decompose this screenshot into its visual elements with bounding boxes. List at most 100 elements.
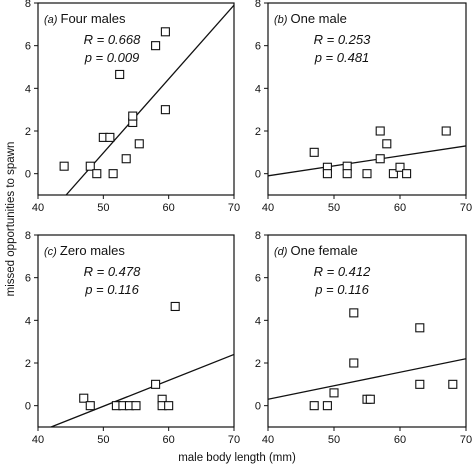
plot-frame [37, 234, 235, 428]
y-tick-label: 0 [25, 401, 31, 413]
y-tick-label: 8 [25, 230, 31, 242]
panel-title: (b) One male [274, 11, 347, 26]
plot-frame [267, 2, 467, 196]
p-value: p = 0.009 [84, 50, 140, 65]
data-point [362, 169, 372, 179]
data-point [79, 393, 89, 403]
p-value: p = 0.481 [314, 50, 370, 65]
data-point [415, 379, 425, 389]
r-value: R = 0.253 [314, 32, 372, 47]
x-tick-label: 50 [97, 202, 109, 214]
y-tick-label: 8 [255, 230, 261, 242]
y-tick-label: 2 [255, 358, 261, 370]
x-tick-label: 70 [228, 434, 240, 446]
data-point [160, 105, 170, 115]
data-point [441, 126, 451, 136]
y-tick-label: 4 [255, 83, 261, 95]
data-point [342, 161, 352, 171]
data-point [128, 111, 138, 121]
y-tick-label: 0 [255, 401, 261, 413]
data-point [131, 401, 141, 411]
data-point [349, 358, 359, 368]
p-value: p = 0.116 [314, 282, 369, 297]
x-tick-label: 40 [32, 434, 44, 446]
data-point [59, 161, 69, 171]
x-tick-label: 40 [32, 202, 44, 214]
x-tick-label: 70 [460, 202, 472, 214]
r-value: R = 0.668 [84, 32, 142, 47]
x-tick-label: 60 [394, 434, 406, 446]
data-point [309, 401, 319, 411]
data-point [322, 169, 332, 179]
panel-title: (a) Four males [44, 11, 126, 26]
data-point [164, 401, 174, 411]
regression-line [50, 353, 234, 427]
y-axis-label: missed opportunities to spawn [5, 142, 17, 297]
y-tick-label: 6 [255, 41, 261, 53]
y-tick-label: 4 [25, 83, 31, 95]
data-point [151, 41, 161, 51]
data-point [309, 147, 319, 157]
y-tick-label: 0 [255, 169, 261, 181]
x-tick-label: 60 [163, 434, 175, 446]
data-point [121, 154, 131, 164]
data-point [85, 401, 95, 411]
data-point [134, 139, 144, 149]
panel-0: 40 50 60 70 0 2 4 6 8 (a) Four males R = 0.668 p = … [25, 0, 240, 214]
x-tick-label: 40 [262, 434, 274, 446]
data-point [375, 154, 385, 164]
panel-3: 40 50 60 70 0 2 4 6 8 (d) One female R = 0.412 p = … [255, 230, 472, 446]
y-tick-label: 0 [25, 169, 31, 181]
r-value: R = 0.478 [84, 264, 142, 279]
x-tick-label: 50 [328, 202, 340, 214]
data-point [375, 126, 385, 136]
data-point [108, 169, 118, 179]
x-axis-label: male body length (mm) [178, 452, 296, 464]
panel-2: 40 50 60 70 0 2 4 6 8 (c) Zero males R = 0.478 p = … [25, 230, 240, 446]
x-tick-label: 60 [394, 202, 406, 214]
data-point [322, 401, 332, 411]
p-value: p = 0.116 [84, 282, 139, 297]
regression-line [268, 358, 466, 400]
plot-frame [267, 234, 467, 428]
data-point [402, 169, 412, 179]
regression-line [268, 145, 466, 177]
y-tick-label: 2 [255, 126, 261, 138]
y-tick-label: 6 [25, 273, 31, 285]
data-point [365, 394, 375, 404]
data-point [329, 388, 339, 398]
data-point [388, 169, 398, 179]
data-point [151, 379, 161, 389]
y-tick-label: 2 [25, 126, 31, 138]
plot-frame [37, 2, 235, 196]
data-point [448, 379, 458, 389]
panel-title: (c) Zero males [44, 243, 125, 258]
data-point [382, 139, 392, 149]
x-tick-label: 60 [163, 202, 175, 214]
y-tick-label: 6 [255, 273, 261, 285]
data-point [105, 132, 115, 142]
data-point [342, 169, 352, 179]
data-point [85, 161, 95, 171]
y-tick-label: 8 [255, 0, 261, 10]
y-tick-label: 4 [255, 315, 261, 327]
data-point [349, 308, 359, 318]
data-point [160, 27, 170, 37]
x-tick-label: 70 [228, 202, 240, 214]
y-tick-label: 2 [25, 358, 31, 370]
x-tick-label: 40 [262, 202, 274, 214]
y-tick-label: 4 [25, 315, 31, 327]
data-point [115, 69, 125, 80]
y-tick-label: 8 [25, 0, 31, 10]
x-tick-label: 70 [460, 434, 472, 446]
data-point [395, 162, 405, 172]
data-point [170, 301, 180, 312]
x-tick-label: 50 [328, 434, 340, 446]
panel-title: (d) One female [274, 243, 358, 258]
panel-1: 40 50 60 70 0 2 4 6 8 (b) One male R = 0.253 p = 0.… [255, 0, 472, 214]
x-tick-label: 50 [97, 434, 109, 446]
data-point [92, 169, 102, 179]
r-value: R = 0.412 [314, 264, 372, 279]
y-tick-label: 6 [25, 41, 31, 53]
